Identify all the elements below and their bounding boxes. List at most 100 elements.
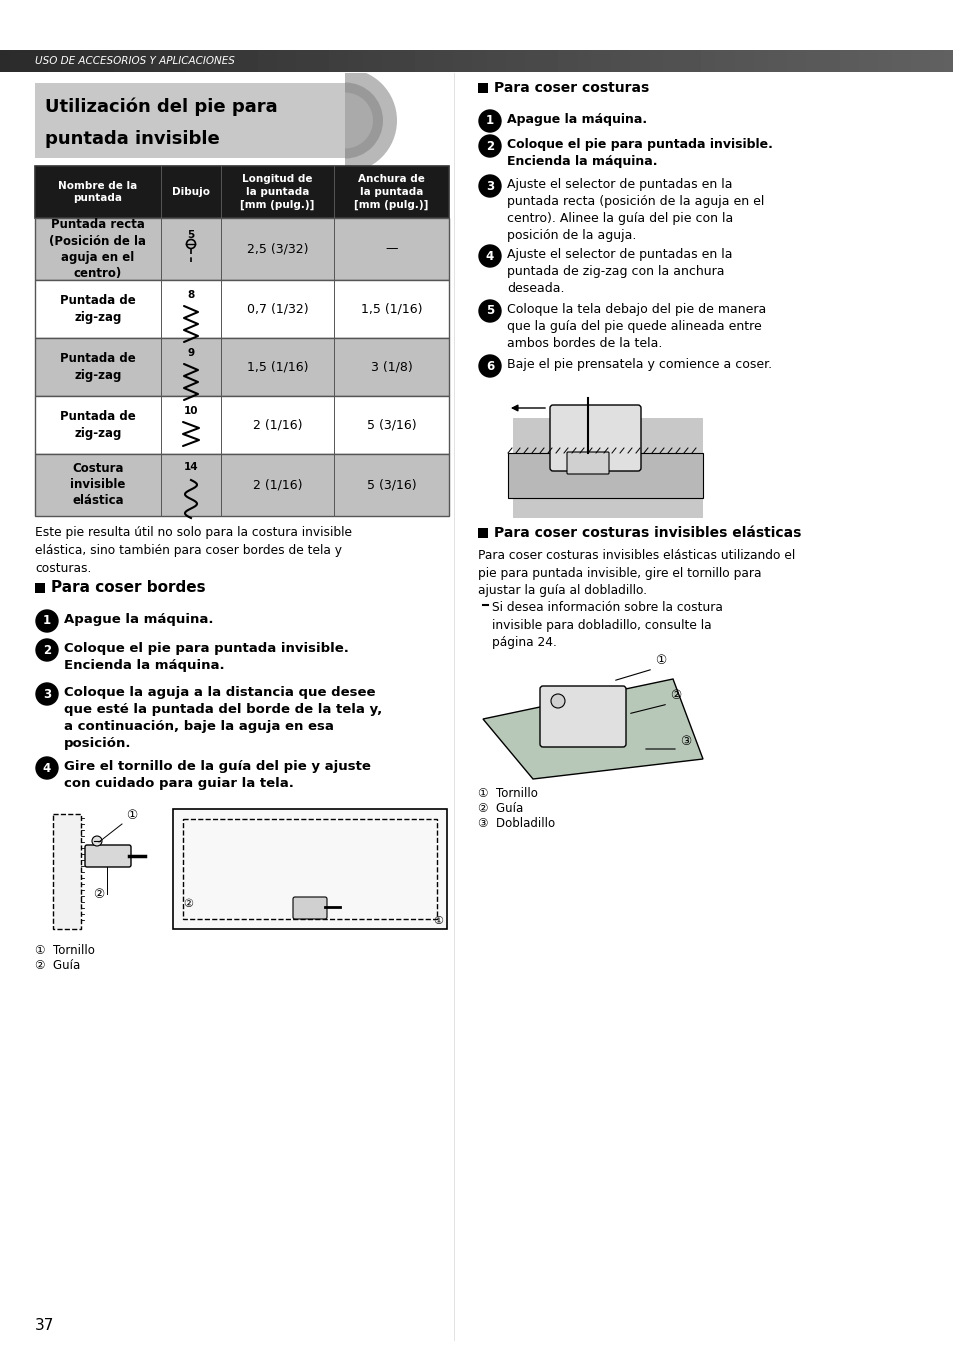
Text: Apague la máquina.: Apague la máquina. <box>506 114 646 126</box>
FancyBboxPatch shape <box>35 338 449 396</box>
Text: ①  Tornillo: ① Tornillo <box>35 944 94 957</box>
Text: 10: 10 <box>184 406 198 416</box>
Text: ③  Dobladillo: ③ Dobladillo <box>477 817 555 830</box>
Text: —: — <box>385 242 397 256</box>
Text: 4: 4 <box>485 250 494 262</box>
FancyBboxPatch shape <box>35 218 449 280</box>
Circle shape <box>478 110 500 132</box>
Text: ①  Tornillo: ① Tornillo <box>477 787 537 800</box>
Text: 1: 1 <box>43 615 51 627</box>
Text: Si desea información sobre la costura
invisible para dobladillo, consulte la
pág: Si desea información sobre la costura in… <box>492 602 722 649</box>
Text: Para coser costuras: Para coser costuras <box>494 81 649 95</box>
FancyBboxPatch shape <box>539 685 625 748</box>
Text: Para coser bordes: Para coser bordes <box>51 580 206 595</box>
Text: 8: 8 <box>187 289 194 300</box>
Text: Coloque el pie para puntada invisible.
Encienda la máquina.: Coloque el pie para puntada invisible. E… <box>64 642 349 672</box>
Circle shape <box>551 694 564 708</box>
Text: Dibujo: Dibujo <box>172 187 210 197</box>
Bar <box>477 82 488 93</box>
FancyBboxPatch shape <box>35 82 345 158</box>
Text: ②  Guía: ② Guía <box>477 802 522 815</box>
Wedge shape <box>345 92 373 149</box>
Circle shape <box>36 639 58 661</box>
Bar <box>477 529 488 538</box>
Text: ②  Guía: ② Guía <box>35 959 80 972</box>
Text: ①: ① <box>433 917 442 926</box>
Circle shape <box>91 836 102 846</box>
Text: 1: 1 <box>485 115 494 127</box>
Text: Nombre de la
puntada: Nombre de la puntada <box>58 181 137 203</box>
Text: Coloque la aguja a la distancia que desee
que esté la puntada del borde de la te: Coloque la aguja a la distancia que dese… <box>64 685 382 750</box>
Text: 6: 6 <box>485 360 494 373</box>
Text: 1,5 (1/16): 1,5 (1/16) <box>247 361 308 373</box>
Text: Baje el pie prensatela y comience a coser.: Baje el pie prensatela y comience a cose… <box>506 358 771 370</box>
Text: Anchura de
la puntada
[mm (pulg.)]: Anchura de la puntada [mm (pulg.)] <box>354 174 428 210</box>
FancyBboxPatch shape <box>566 452 608 475</box>
Text: 2 (1/16): 2 (1/16) <box>253 479 302 492</box>
Text: Puntada de
zig-zag: Puntada de zig-zag <box>60 295 135 323</box>
Polygon shape <box>482 679 702 779</box>
FancyBboxPatch shape <box>35 280 449 338</box>
Text: Utilización del pie para: Utilización del pie para <box>45 97 277 116</box>
Circle shape <box>478 356 500 377</box>
FancyBboxPatch shape <box>293 896 327 919</box>
Text: 5: 5 <box>485 304 494 318</box>
Text: ③: ③ <box>679 735 691 748</box>
FancyBboxPatch shape <box>35 454 449 516</box>
Text: Puntada recta
(Posición de la
aguja en el
centro): Puntada recta (Posición de la aguja en e… <box>50 219 147 280</box>
FancyBboxPatch shape <box>550 406 640 470</box>
Text: Puntada de
zig-zag: Puntada de zig-zag <box>60 411 135 439</box>
Text: ①: ① <box>655 654 665 667</box>
Text: 9: 9 <box>187 347 194 358</box>
Circle shape <box>478 174 500 197</box>
Text: 37: 37 <box>35 1317 54 1333</box>
Text: 5: 5 <box>187 230 194 241</box>
Text: USO DE ACCESORIOS Y APLICACIONES: USO DE ACCESORIOS Y APLICACIONES <box>35 55 234 66</box>
FancyBboxPatch shape <box>53 814 81 929</box>
Text: 5 (3/16): 5 (3/16) <box>366 419 416 431</box>
Text: Coloque la tela debajo del pie de manera
que la guía del pie quede alineada entr: Coloque la tela debajo del pie de manera… <box>506 303 765 350</box>
Wedge shape <box>345 82 382 158</box>
Text: Ajuste el selector de puntadas en la
puntada de zig-zag con la anchura
deseada.: Ajuste el selector de puntadas en la pun… <box>506 247 732 295</box>
Text: 1,5 (1/16): 1,5 (1/16) <box>360 303 422 315</box>
FancyBboxPatch shape <box>35 396 449 454</box>
Text: Apague la máquina.: Apague la máquina. <box>64 612 213 626</box>
Text: puntada invisible: puntada invisible <box>45 130 219 147</box>
Text: ②: ② <box>183 899 193 909</box>
Text: ①: ① <box>126 808 137 822</box>
FancyBboxPatch shape <box>513 418 702 518</box>
Text: 2,5 (3/32): 2,5 (3/32) <box>247 242 308 256</box>
Circle shape <box>36 757 58 779</box>
Text: Ajuste el selector de puntadas en la
puntada recta (posición de la aguja en el
c: Ajuste el selector de puntadas en la pun… <box>506 178 763 242</box>
Text: 3 (1/8): 3 (1/8) <box>370 361 412 373</box>
Text: Para coser costuras invisibles elásticas utilizando el
pie para puntada invisibl: Para coser costuras invisibles elásticas… <box>477 549 795 598</box>
Text: 5 (3/16): 5 (3/16) <box>366 479 416 492</box>
Text: 4: 4 <box>43 761 51 775</box>
Wedge shape <box>345 69 396 173</box>
Text: Para coser costuras invisibles elásticas: Para coser costuras invisibles elásticas <box>494 526 801 539</box>
FancyBboxPatch shape <box>35 166 449 218</box>
Circle shape <box>478 300 500 322</box>
Text: ②: ② <box>92 888 104 900</box>
Circle shape <box>36 610 58 631</box>
Text: Costura
invisible
elástica: Costura invisible elástica <box>71 462 126 507</box>
Bar <box>35 583 45 594</box>
Text: 3: 3 <box>43 688 51 700</box>
Text: Gire el tornillo de la guía del pie y ajuste
con cuidado para guiar la tela.: Gire el tornillo de la guía del pie y aj… <box>64 760 371 790</box>
Text: Coloque el pie para puntada invisible.
Encienda la máquina.: Coloque el pie para puntada invisible. E… <box>506 138 772 168</box>
Circle shape <box>478 245 500 266</box>
Text: 0,7 (1/32): 0,7 (1/32) <box>247 303 308 315</box>
Text: Longitud de
la puntada
[mm (pulg.)]: Longitud de la puntada [mm (pulg.)] <box>240 174 314 210</box>
FancyBboxPatch shape <box>172 808 447 929</box>
Circle shape <box>478 135 500 157</box>
Text: 14: 14 <box>184 462 198 472</box>
FancyBboxPatch shape <box>507 453 702 498</box>
Text: 2: 2 <box>43 644 51 657</box>
Text: 3: 3 <box>485 180 494 192</box>
Circle shape <box>36 683 58 704</box>
Text: Puntada de
zig-zag: Puntada de zig-zag <box>60 353 135 381</box>
Text: 2 (1/16): 2 (1/16) <box>253 419 302 431</box>
Text: 2: 2 <box>485 139 494 153</box>
Text: ②: ② <box>669 690 680 702</box>
FancyBboxPatch shape <box>85 845 131 867</box>
